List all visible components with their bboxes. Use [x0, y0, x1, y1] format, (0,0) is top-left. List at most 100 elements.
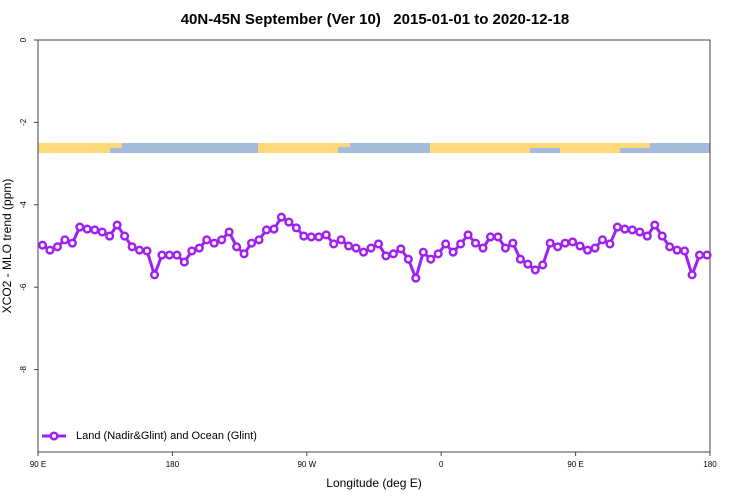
data-point: [680, 246, 690, 256]
y-tick-label: -2: [19, 118, 28, 126]
data-point: [269, 224, 279, 234]
data-point: [157, 250, 167, 260]
data-point: [75, 222, 85, 232]
x-tick-label: 0: [439, 460, 444, 469]
data-point: [657, 231, 667, 241]
land-band: [338, 143, 350, 147]
data-point: [82, 224, 92, 234]
data-point: [597, 235, 608, 245]
data-point: [403, 254, 413, 264]
data-point: [605, 239, 615, 249]
data-point: [105, 231, 115, 241]
data-point: [209, 238, 219, 248]
data-point: [329, 239, 339, 249]
data-point: [582, 245, 593, 255]
data-point: [650, 220, 660, 230]
x-tick-label: 180: [166, 460, 180, 469]
data-point: [261, 225, 272, 235]
land-band: [530, 143, 650, 148]
data-point: [508, 238, 518, 248]
data-point: [478, 243, 488, 253]
land-band: [38, 143, 110, 153]
data-point: [456, 239, 466, 249]
data-point: [635, 227, 645, 237]
data-point: [291, 223, 301, 233]
data-point: [366, 243, 376, 253]
data-point: [694, 250, 705, 260]
x-axis-label: Longitude (deg E): [326, 476, 421, 490]
data-point: [523, 259, 533, 269]
data-point: [202, 235, 212, 245]
data-point: [45, 245, 55, 255]
data-point: [560, 238, 570, 248]
data-point: [112, 220, 122, 230]
data-point: [217, 235, 227, 245]
data-point: [702, 250, 712, 260]
data-point: [127, 242, 137, 252]
data-point: [590, 243, 600, 253]
data-point: [254, 235, 264, 245]
data-point: [575, 241, 585, 251]
data-point: [194, 243, 204, 253]
data-point: [246, 238, 257, 248]
data-point: [344, 241, 354, 251]
data-point: [134, 245, 145, 255]
y-tick-label: -4: [19, 201, 28, 209]
data-point: [224, 227, 234, 237]
data-point: [418, 247, 428, 257]
data-point: [299, 231, 309, 241]
data-point: [306, 232, 316, 242]
data-point: [642, 231, 652, 241]
data-point: [187, 246, 197, 256]
data-point: [276, 212, 286, 222]
data-point: [179, 257, 189, 267]
data-point: [433, 249, 443, 259]
ocean-band: [38, 143, 710, 153]
data-point: [500, 243, 510, 253]
land-band: [430, 143, 530, 153]
data-point: [396, 244, 406, 254]
data-point: [470, 238, 481, 248]
data-point: [627, 225, 637, 235]
data-point: [553, 242, 563, 252]
x-tick-label: 90 E: [30, 460, 46, 469]
x-tick-label: 90 W: [297, 460, 316, 469]
data-point: [149, 270, 160, 280]
data-point: [314, 232, 324, 242]
data-point: [97, 227, 107, 237]
data-point: [37, 240, 48, 250]
data-point: [388, 249, 398, 259]
data-point: [284, 217, 294, 227]
data-point: [239, 249, 249, 259]
data-point: [90, 225, 100, 235]
x-tick-label: 180: [703, 460, 717, 469]
data-point: [568, 237, 578, 247]
data-point: [426, 254, 436, 264]
data-point: [612, 222, 622, 232]
data-point: [485, 232, 496, 242]
land-band: [110, 143, 122, 148]
y-tick-label: 0: [19, 37, 28, 42]
legend-marker: [49, 431, 59, 441]
data-point: [336, 235, 346, 245]
data-point: [441, 239, 451, 249]
data-point: [463, 230, 473, 240]
chart-title: 40N-45N September (Ver 10) 2015-01-01 to…: [181, 11, 570, 28]
data-point: [373, 239, 384, 249]
data-point: [545, 238, 555, 248]
data-point: [142, 246, 152, 256]
y-axis-label: XCO2 - MLO trend (ppm): [0, 179, 14, 314]
land-band: [560, 148, 620, 153]
data-point: [351, 243, 361, 253]
data-point: [52, 242, 62, 252]
data-point: [515, 254, 525, 264]
data-point: [321, 230, 331, 240]
data-point: [672, 245, 682, 255]
data-point: [164, 250, 174, 260]
data-point: [232, 242, 242, 252]
data-point: [358, 247, 369, 257]
data-point: [620, 224, 630, 234]
data-point: [538, 260, 548, 270]
legend-label: Land (Nadir&Glint) and Ocean (Glint): [76, 430, 257, 442]
